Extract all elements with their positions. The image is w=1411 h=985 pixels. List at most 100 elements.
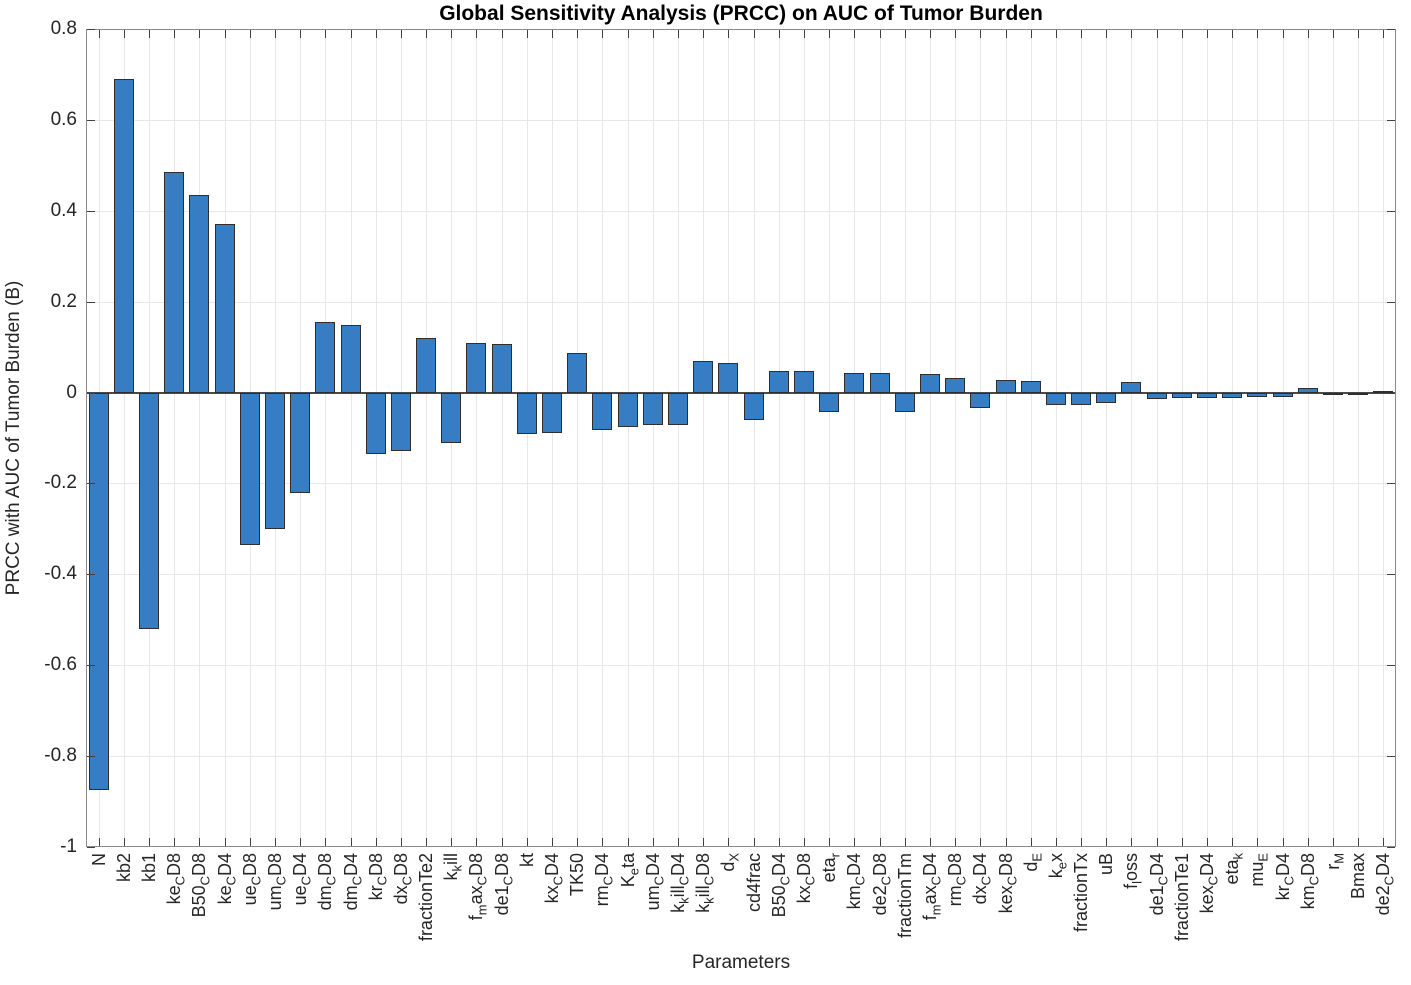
x-gridline xyxy=(174,29,176,847)
x-tick-label: kkillCD8 xyxy=(693,853,717,913)
bar xyxy=(1197,392,1218,398)
y-tick-mark xyxy=(87,301,95,303)
bar xyxy=(1323,392,1344,395)
x-tick-mark xyxy=(728,838,730,846)
x-tick-label: kb2 xyxy=(113,853,134,883)
x-gridline xyxy=(1131,29,1133,847)
bar xyxy=(1222,392,1243,398)
bar xyxy=(1020,380,1041,393)
x-gridline xyxy=(1282,29,1284,847)
bar xyxy=(668,392,689,425)
bar xyxy=(1146,392,1167,399)
bar xyxy=(264,392,285,529)
x-gridline xyxy=(1081,29,1083,847)
x-tick-mark xyxy=(325,30,327,38)
bar xyxy=(239,392,260,545)
bar xyxy=(340,325,361,393)
y-tick-mark xyxy=(87,392,95,394)
x-tick-mark xyxy=(1307,30,1309,38)
x-gridline xyxy=(1181,29,1183,847)
bar xyxy=(970,392,991,408)
x-tick-mark xyxy=(1030,30,1032,38)
x-tick-mark xyxy=(904,30,906,38)
x-gridline xyxy=(652,29,654,847)
bar xyxy=(592,392,613,430)
x-tick-mark xyxy=(476,838,478,846)
x-tick-mark xyxy=(1232,838,1234,846)
x-tick-label: kb1 xyxy=(138,853,159,883)
x-tick-mark xyxy=(1282,30,1284,38)
x-tick-mark xyxy=(627,838,629,846)
x-tick-mark xyxy=(1055,838,1057,846)
y-gridline xyxy=(86,301,1396,303)
y-axis-label: PRCC with AUC of Tumor Burden (B) xyxy=(3,280,24,596)
x-gridline xyxy=(224,29,226,847)
x-tick-mark xyxy=(1383,30,1385,38)
x-tick-mark xyxy=(1232,30,1234,38)
bar xyxy=(819,392,840,412)
y-tick-mark xyxy=(87,483,95,485)
x-tick-label: cd4frac xyxy=(743,853,764,913)
x-tick-mark xyxy=(753,838,755,846)
bar xyxy=(844,372,865,393)
x-tick-mark xyxy=(300,30,302,38)
x-gridline xyxy=(1106,29,1108,847)
bar xyxy=(365,392,386,454)
x-tick-mark xyxy=(1383,838,1385,846)
x-tick-mark xyxy=(1282,838,1284,846)
x-tick-mark xyxy=(1030,838,1032,846)
x-tick-label: krCD8 xyxy=(365,853,390,901)
x-tick-mark xyxy=(627,30,629,38)
bar xyxy=(491,344,512,393)
bar xyxy=(542,392,563,433)
x-tick-label: fractionTe1 xyxy=(1171,853,1192,942)
y-tick-label: -0.4 xyxy=(44,563,77,585)
bar xyxy=(718,363,739,393)
bar xyxy=(1045,392,1066,405)
x-tick-label: de1CD4 xyxy=(1146,853,1171,916)
x-tick-label: B50CD4 xyxy=(768,853,793,918)
x-tick-label: dmCD8 xyxy=(315,853,339,911)
x-gridline xyxy=(1333,29,1335,847)
y-tick-mark xyxy=(1387,392,1395,394)
x-tick-label: kmCD8 xyxy=(1297,853,1322,910)
x-tick-label: fmaxCD8 xyxy=(466,853,491,921)
x-gridline xyxy=(627,29,629,847)
y-gridline xyxy=(86,665,1396,667)
x-tick-mark xyxy=(501,838,503,846)
y-tick-mark xyxy=(1387,574,1395,576)
x-tick-label: fractionTx xyxy=(1071,853,1092,933)
y-tick-label: 0 xyxy=(66,381,77,403)
x-gridline xyxy=(476,29,478,847)
x-tick-label: etak xyxy=(1222,853,1246,885)
x-gridline xyxy=(778,29,780,847)
x-tick-mark xyxy=(501,30,503,38)
bar xyxy=(164,172,185,393)
bar xyxy=(516,392,537,434)
y-gridline xyxy=(86,210,1396,212)
x-tick-mark xyxy=(426,838,428,846)
y-tick-mark xyxy=(1387,756,1395,758)
bar xyxy=(995,379,1016,393)
y-tick-mark xyxy=(1387,210,1395,212)
x-tick-mark xyxy=(1257,838,1259,846)
x-tick-mark xyxy=(526,30,528,38)
x-tick-label: dmCD4 xyxy=(340,853,365,911)
x-gridline xyxy=(123,29,125,847)
x-tick-label: ueCD4 xyxy=(290,853,314,906)
y-tick-mark xyxy=(1387,29,1395,30)
x-tick-label: muE xyxy=(1247,853,1272,887)
x-tick-label: fmaxCD4 xyxy=(919,853,944,921)
x-tick-mark xyxy=(174,838,176,846)
y-tick-mark xyxy=(87,756,95,758)
x-tick-label: TK50 xyxy=(567,853,588,897)
x-tick-mark xyxy=(929,838,931,846)
x-tick-label: B50CD8 xyxy=(189,853,213,918)
x-tick-mark xyxy=(1333,30,1335,38)
x-tick-mark xyxy=(879,838,881,846)
x-tick-mark xyxy=(552,838,554,846)
bar xyxy=(1171,392,1192,398)
x-tick-mark xyxy=(929,30,931,38)
x-tick-mark xyxy=(224,838,226,846)
x-gridline xyxy=(526,29,528,847)
